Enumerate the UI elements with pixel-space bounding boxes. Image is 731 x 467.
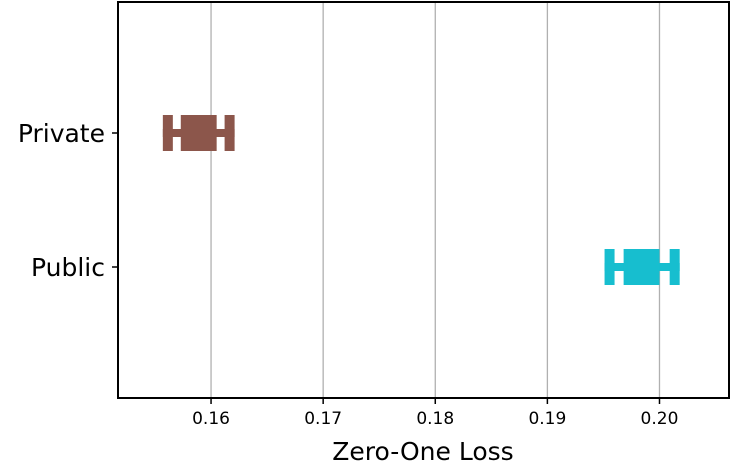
x-axis-label: Zero-One Loss — [332, 437, 513, 466]
whisker-cap-left — [162, 115, 173, 151]
x-tick-label: 0.16 — [192, 409, 230, 429]
whisker-cap-left — [604, 249, 615, 285]
error-bar-private — [162, 115, 235, 151]
x-tick-label: 0.18 — [416, 409, 454, 429]
grid-lines — [210, 2, 661, 398]
x-tick-label: 0.20 — [641, 409, 679, 429]
whisker-cap-right — [224, 115, 235, 151]
x-ticks: 0.16 0.17 0.18 0.19 0.20 — [192, 398, 678, 429]
x-tick-label: 0.19 — [528, 409, 566, 429]
error-bar-public — [604, 249, 680, 285]
x-tick-label: 0.17 — [304, 409, 342, 429]
error-bars — [162, 115, 680, 285]
iqr-box — [180, 115, 217, 151]
y-ticks: Private Public — [18, 119, 118, 282]
plot-frame — [117, 1, 730, 399]
iqr-box — [623, 249, 660, 285]
y-tick-label: Private — [18, 119, 105, 148]
y-tick-label: Public — [31, 253, 105, 282]
whisker-cap-right — [669, 249, 680, 285]
